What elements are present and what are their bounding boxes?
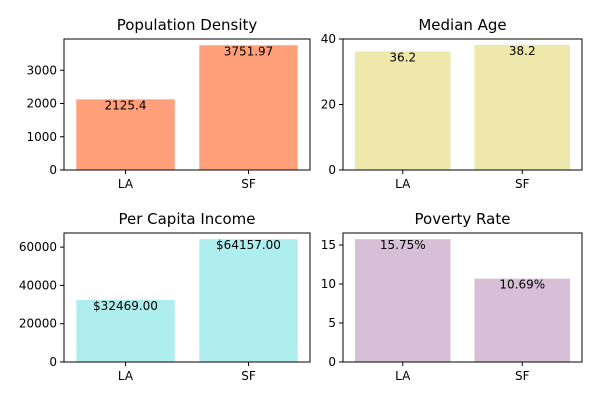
chart-panel-2: Median Age 36.2 LA 38.2 SF 0 20 40 (321, 16, 583, 191)
bar-la (354, 239, 451, 362)
data-label: 36.2 (389, 50, 416, 64)
y-tick-label: 2000 (26, 97, 57, 111)
data-label: $64157.00 (216, 238, 281, 252)
x-tick-label: LA (395, 177, 411, 191)
chart-panel-4: Poverty Rate 15.75% LA 10.69% SF 0 5 10 15 (321, 210, 583, 383)
y-tick-label: 0 (49, 355, 57, 369)
y-tick-label: 20 (321, 98, 336, 112)
x-tick-label: SF (241, 369, 256, 383)
x-tick-label: LA (395, 369, 411, 383)
chart-title: Median Age (418, 16, 506, 34)
data-label: 3751.97 (224, 44, 274, 58)
chart-title: Per Capita Income (118, 210, 255, 228)
y-tick-label: 15 (321, 238, 336, 252)
data-label: 38.2 (509, 44, 536, 58)
y-tick-label: 40000 (19, 278, 57, 292)
chart-title: Population Density (117, 16, 258, 34)
y-tick-label: 3000 (26, 63, 57, 77)
axes-frame (342, 232, 583, 363)
axes-frame (63, 232, 311, 363)
bar-la (76, 299, 175, 362)
data-label: 10.69% (499, 278, 545, 292)
y-tick-label: 10 (321, 277, 336, 291)
x-tick-label: LA (118, 177, 134, 191)
y-tick-label: 0 (328, 163, 336, 177)
y-tick-label: 5 (328, 316, 336, 330)
y-tick-label: 60000 (19, 240, 57, 254)
y-tick-label: 0 (328, 355, 336, 369)
axes-frame (63, 38, 311, 171)
bar-sf (199, 45, 298, 171)
chart-panel-3: Per Capita Income $32469.00 LA $64157.00 SF 0… (19, 210, 311, 383)
x-tick-label: LA (118, 369, 134, 383)
bar-sf (474, 44, 571, 170)
y-tick-label: 40 (321, 32, 336, 46)
chart-panel-1: Population Density 2125.4 LA 3751.97 SF 0 1000… (26, 16, 311, 191)
bar-la (354, 51, 451, 170)
bar-la (76, 99, 175, 170)
x-tick-label: SF (515, 369, 530, 383)
x-tick-label: SF (515, 177, 530, 191)
axes-frame (342, 38, 583, 171)
data-label: $32469.00 (93, 299, 158, 313)
bar-sf (199, 239, 298, 362)
y-tick-label: 0 (49, 163, 57, 177)
chart-title: Poverty Rate (415, 210, 511, 228)
data-label: 15.75% (380, 238, 426, 252)
bar-sf (474, 278, 571, 362)
data-label: 2125.4 (105, 98, 147, 112)
x-tick-label: SF (241, 177, 256, 191)
y-tick-label: 20000 (19, 317, 57, 331)
y-tick-label: 1000 (26, 130, 57, 144)
